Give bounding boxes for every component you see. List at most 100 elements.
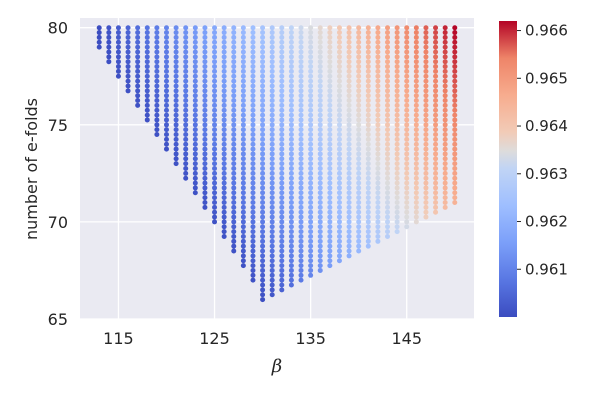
data-point (231, 161, 237, 167)
data-point (356, 204, 362, 210)
data-point (288, 209, 294, 215)
data-point (385, 209, 391, 215)
data-point (308, 59, 314, 65)
data-point (308, 229, 314, 235)
data-point (327, 112, 333, 118)
data-point (202, 151, 208, 157)
data-point (144, 88, 150, 94)
data-point (452, 68, 458, 74)
data-point (269, 112, 275, 118)
data-point (221, 78, 227, 84)
data-point (250, 272, 256, 278)
data-point (375, 156, 381, 162)
data-point (260, 166, 266, 171)
data-point (375, 25, 381, 31)
data-point (240, 44, 246, 50)
data-point (231, 78, 237, 84)
data-point (452, 195, 458, 201)
data-point (250, 224, 256, 230)
data-point (154, 122, 160, 128)
data-point (221, 151, 227, 157)
data-point (394, 64, 400, 70)
data-point (336, 161, 342, 167)
data-point (260, 107, 266, 113)
data-point (404, 156, 410, 162)
data-point (250, 151, 256, 157)
data-point (298, 267, 304, 273)
data-point (385, 229, 391, 235)
data-point (240, 224, 246, 230)
data-point (433, 209, 439, 215)
data-point (288, 175, 294, 181)
data-point (279, 199, 285, 205)
data-point (317, 243, 323, 249)
data-point (212, 122, 218, 128)
data-point (308, 73, 314, 79)
data-point (327, 156, 333, 162)
data-point (385, 219, 391, 225)
data-point (327, 78, 333, 84)
data-point (404, 93, 410, 99)
data-point (183, 30, 189, 36)
data-point (346, 98, 352, 104)
data-point (279, 102, 285, 108)
data-point (173, 44, 179, 50)
data-point (173, 98, 179, 104)
data-point (212, 98, 218, 104)
data-point (433, 175, 439, 181)
data-point (336, 229, 342, 235)
data-point (173, 73, 179, 79)
data-point (308, 78, 314, 84)
data-point (423, 204, 429, 210)
data-point (250, 44, 256, 50)
data-point (452, 112, 458, 118)
data-point (394, 229, 400, 235)
data-point (365, 73, 371, 79)
data-point (413, 190, 419, 196)
data-point (192, 73, 198, 79)
data-point (394, 59, 400, 65)
data-point (96, 39, 102, 45)
data-point (404, 146, 410, 152)
data-point (375, 93, 381, 99)
data-point (240, 238, 246, 244)
data-point (356, 64, 362, 70)
data-point (317, 54, 323, 60)
data-point (163, 122, 169, 128)
data-point (250, 39, 256, 45)
data-point (250, 185, 256, 191)
data-point (212, 180, 218, 186)
data-point (221, 68, 227, 74)
data-point (336, 146, 342, 152)
data-point (250, 102, 256, 108)
data-point (423, 102, 429, 108)
data-point (125, 83, 131, 89)
data-point (231, 185, 237, 191)
data-point (115, 68, 121, 74)
data-point (173, 132, 179, 138)
data-point (173, 117, 179, 123)
data-point (423, 190, 429, 196)
data-point (308, 122, 314, 128)
data-point (317, 156, 323, 162)
data-point (240, 34, 246, 40)
data-point (413, 93, 419, 99)
data-point (308, 233, 314, 239)
data-point (288, 243, 294, 249)
data-point (365, 146, 371, 152)
data-point (183, 112, 189, 118)
data-point (385, 136, 391, 142)
data-point (308, 243, 314, 249)
data-point (336, 122, 342, 128)
data-point (144, 39, 150, 45)
data-point (308, 209, 314, 215)
data-point (442, 199, 448, 205)
data-point (288, 44, 294, 50)
data-point (260, 98, 266, 104)
data-point (394, 219, 400, 225)
data-point (385, 132, 391, 138)
data-point (231, 44, 237, 50)
data-point (298, 132, 304, 138)
data-point (365, 214, 371, 220)
